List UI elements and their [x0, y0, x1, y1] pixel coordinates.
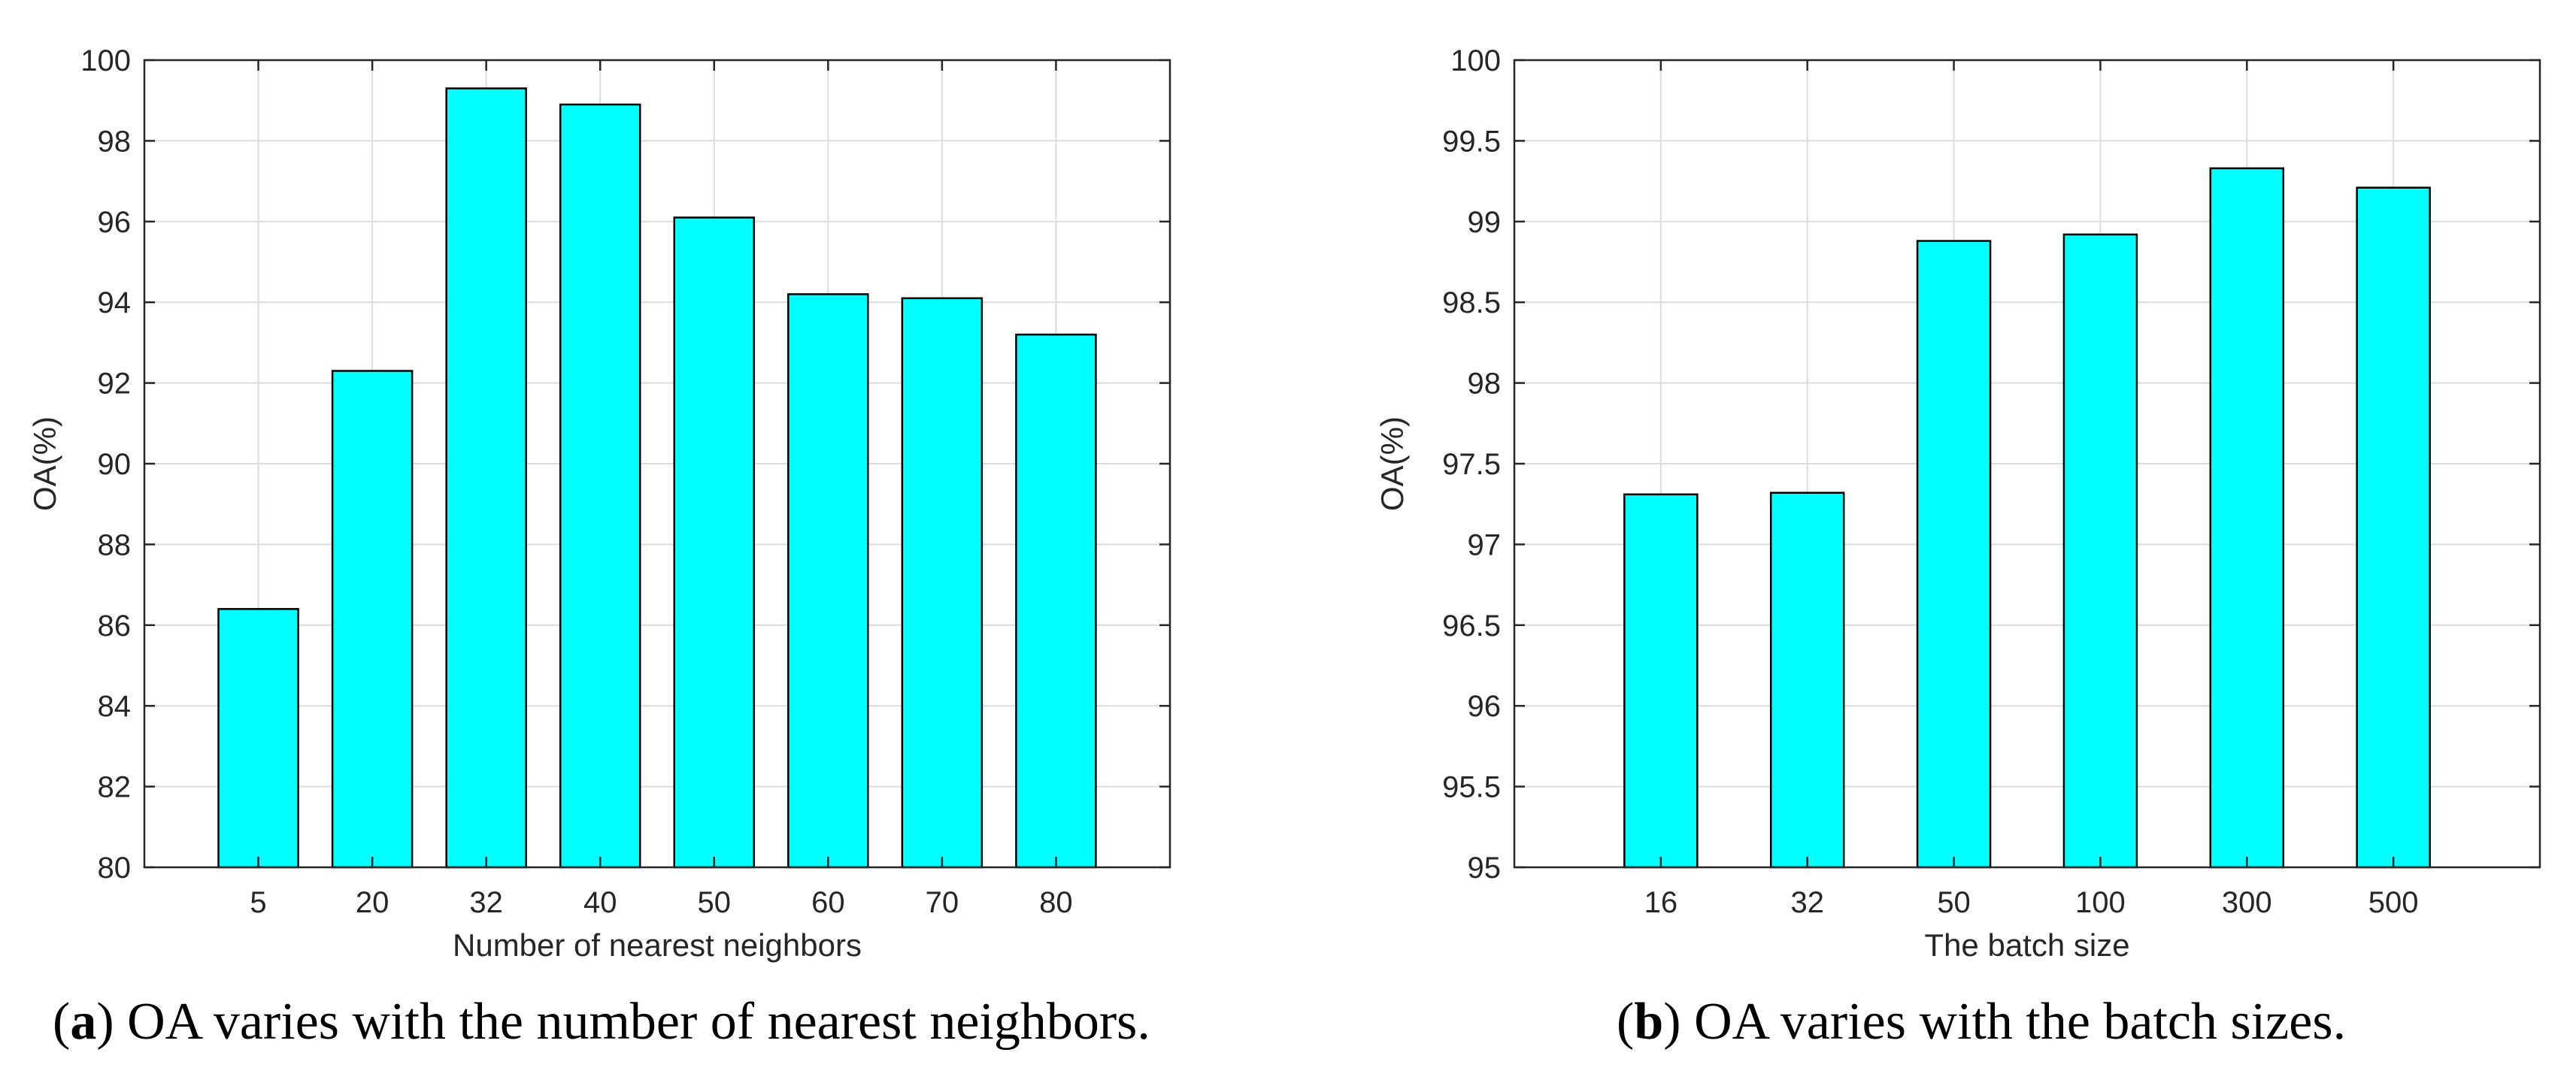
- bar-500: [2356, 186, 2431, 869]
- bar-40: [559, 103, 641, 869]
- caption-a-text: OA varies with the number of nearest nei…: [127, 993, 1150, 1051]
- y-tick-label: 99.5: [1442, 125, 1501, 158]
- caption-b: (b) OA varies with the batch sizes.: [1617, 993, 2347, 1051]
- x-tick-label: 70: [926, 886, 959, 919]
- bar-50: [1916, 240, 1992, 869]
- y-tick-label: 94: [98, 286, 132, 319]
- y-tick-label: 99: [1468, 206, 1502, 239]
- x-axis-label: Number of nearest neighbors: [453, 927, 862, 963]
- y-tick-label: 96: [1468, 690, 1502, 723]
- bar-20: [331, 370, 414, 869]
- y-tick-label: 92: [98, 368, 132, 401]
- x-tick-label: 50: [1937, 886, 1971, 919]
- y-tick-label: 98.5: [1442, 286, 1501, 319]
- y-tick-label: 97.5: [1442, 448, 1501, 481]
- bar-32: [1769, 492, 1845, 869]
- x-tick-label: 32: [1790, 886, 1824, 919]
- y-tick-label: 95.5: [1442, 771, 1501, 804]
- bar-5: [217, 608, 299, 869]
- x-tick-label: 60: [811, 886, 845, 919]
- x-tick-label: 20: [356, 886, 389, 919]
- y-tick-label: 84: [98, 690, 132, 723]
- y-tick-label: 100: [80, 44, 131, 77]
- bar-50: [673, 216, 756, 869]
- y-tick-label: 90: [98, 448, 132, 481]
- y-tick-label: 96.5: [1442, 610, 1501, 643]
- x-tick-label: 300: [2222, 886, 2272, 919]
- caption-b-label: b: [1634, 993, 1664, 1051]
- chart-a-oa-vs-neighbors: 80 82 84 86 88 90 92 94 96 98 100 5 20 32 40 50 60 70 80 Nu…: [27, 44, 1171, 963]
- y-tick-label: 98: [98, 125, 132, 158]
- y-tick-label: 96: [98, 206, 132, 239]
- x-axis-label: The batch size: [1924, 927, 2129, 963]
- y-tick-label: 98: [1468, 368, 1502, 401]
- caption-a: (a) OA varies with the number of nearest…: [53, 993, 1150, 1051]
- y-axis-label: OA(%): [27, 416, 62, 511]
- y-tick-label: 88: [98, 528, 132, 561]
- y-axis-label: OA(%): [1374, 416, 1410, 511]
- bar-60: [787, 293, 869, 869]
- x-tick-label: 32: [469, 886, 503, 919]
- y-tick-label: 100: [1450, 44, 1501, 77]
- x-tick-label: 40: [583, 886, 617, 919]
- caption-a-label: a: [70, 993, 97, 1051]
- bar-16: [1623, 493, 1699, 869]
- caption-b-text: OA varies with the batch sizes.: [1694, 993, 2347, 1051]
- y-tick-label: 95: [1468, 852, 1502, 885]
- bar-70: [901, 297, 983, 869]
- bar-80: [1015, 333, 1097, 869]
- x-tick-label: 16: [1644, 886, 1678, 919]
- x-tick-label: 80: [1039, 886, 1073, 919]
- y-tick-label: 82: [98, 771, 132, 804]
- x-tick-label: 50: [698, 886, 732, 919]
- y-tick-label: 80: [98, 852, 132, 885]
- x-tick-label: 100: [2075, 886, 2126, 919]
- x-tick-label: 5: [250, 886, 266, 919]
- bar-100: [2062, 233, 2138, 869]
- bar-300: [2209, 167, 2285, 869]
- y-tick-label: 86: [98, 610, 132, 643]
- y-tick-label: 97: [1468, 528, 1502, 561]
- x-tick-label: 500: [2368, 886, 2419, 919]
- bar-32: [445, 87, 527, 869]
- chart-b-oa-vs-batch-size: 95 95.5 96 96.5 97 97.5 98 98.5 99 99.5 100 16 32 50 1…: [1374, 44, 2541, 963]
